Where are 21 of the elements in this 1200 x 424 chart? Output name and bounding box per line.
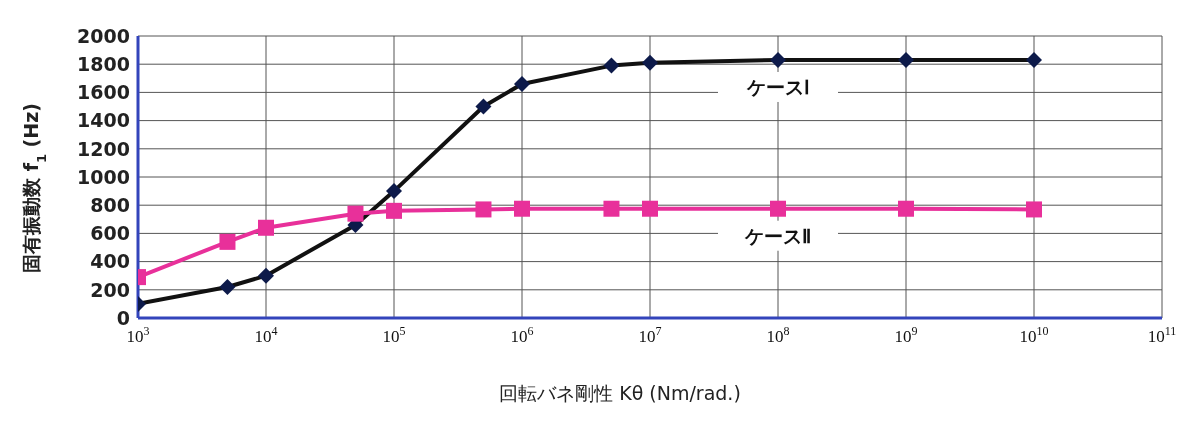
y-tick-label: 600 [90, 222, 130, 245]
y-tick-label: 1000 [77, 165, 130, 188]
x-axis-title: 回転バネ剛性 Kθ (Nm/rad.) [499, 382, 741, 404]
series-label: ケースⅠ [745, 76, 810, 98]
x-tick-label: 10$^{5}$ [382, 324, 406, 346]
x-tick-label: 10$^{9}$ [894, 324, 918, 346]
series-label: ケースⅡ [744, 225, 811, 247]
y-tick-label: 1400 [77, 109, 130, 132]
x-tick-label: 10$^{7}$ [638, 324, 662, 346]
y-tick-label: 1200 [77, 137, 130, 160]
x-tick-label: 10$^{10}$ [1019, 324, 1049, 346]
x-tick-label: 10$^{8}$ [766, 324, 790, 346]
y-tick-label: 200 [90, 278, 130, 301]
y-tick-label: 1800 [77, 52, 130, 75]
x-tick-label: 10$^{4}$ [254, 324, 278, 346]
y-tick-label: 800 [90, 193, 130, 216]
x-tick-label: 10$^{11}$ [1147, 324, 1177, 346]
y-tick-label: 2000 [77, 24, 130, 47]
x-tick-label: 10$^{6}$ [510, 324, 534, 346]
y-tick-label: 1600 [77, 81, 130, 104]
y-tick-label: 400 [90, 250, 130, 273]
